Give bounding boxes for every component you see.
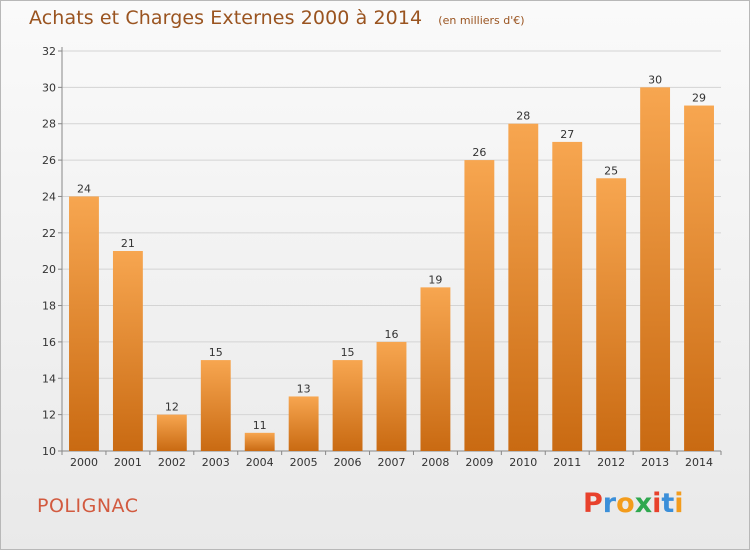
x-tick-label: 2012 — [597, 456, 625, 469]
value-label: 16 — [385, 328, 399, 341]
value-label: 21 — [121, 237, 135, 250]
labels: 10 12 14 16 18 20 22 24 26 28 30 32 24 2000 21 2001 12 20… — [42, 45, 713, 469]
bar — [244, 432, 275, 451]
x-tick-label: 2001 — [114, 456, 142, 469]
bar — [156, 414, 187, 451]
bar — [69, 196, 99, 451]
value-label: 25 — [604, 164, 618, 177]
brand-letter: o — [616, 488, 635, 519]
bar — [508, 123, 539, 452]
bar — [420, 287, 451, 451]
y-tick-label: 22 — [42, 227, 56, 240]
x-tick-label: 2014 — [685, 456, 713, 469]
y-tick-label: 32 — [42, 45, 56, 58]
y-tick-label: 24 — [42, 190, 56, 203]
value-label: 28 — [516, 110, 530, 123]
value-label: 27 — [560, 128, 574, 141]
bar — [684, 105, 714, 451]
x-tick-label: 2009 — [465, 456, 493, 469]
value-label: 15 — [341, 346, 355, 359]
brand-letter: i — [652, 488, 662, 519]
x-tick-label: 2011 — [553, 456, 581, 469]
x-tick-label: 2013 — [641, 456, 669, 469]
chart-title-text: Achats et Charges Externes 2000 à 2014 — [29, 7, 423, 29]
proxiti-logo: Proxiti — [583, 488, 684, 519]
brand-letter: P — [583, 488, 603, 519]
value-label: 19 — [428, 273, 442, 286]
x-tick-label: 2007 — [378, 456, 406, 469]
brand-letter: x — [634, 488, 653, 519]
bar — [552, 141, 583, 451]
commune-name: POLIGNAC — [37, 495, 139, 517]
value-label: 26 — [472, 146, 486, 159]
x-tick-label: 2010 — [509, 456, 537, 469]
value-label: 29 — [692, 92, 706, 105]
x-tick-label: 2008 — [421, 456, 449, 469]
x-tick-label: 2004 — [246, 456, 274, 469]
y-tick-label: 14 — [42, 372, 56, 385]
value-label: 13 — [297, 382, 311, 395]
value-label: 24 — [77, 182, 91, 195]
bar — [332, 360, 363, 451]
bar — [596, 178, 627, 452]
value-label: 15 — [209, 346, 223, 359]
y-tick-label: 10 — [42, 445, 56, 458]
value-label: 11 — [253, 419, 267, 432]
x-tick-label: 2002 — [158, 456, 186, 469]
chart-unit: (en milliers d'€) — [438, 14, 525, 27]
brand-letter: t — [661, 488, 675, 519]
bar — [640, 87, 671, 451]
y-tick-label: 28 — [42, 118, 56, 131]
y-tick-label: 26 — [42, 154, 56, 167]
bar — [288, 396, 319, 451]
chart-title: Achats et Charges Externes 2000 à 2014 (… — [29, 7, 525, 29]
x-tick-label: 2000 — [70, 456, 98, 469]
bar — [200, 360, 231, 451]
y-tick-label: 18 — [42, 300, 56, 313]
brand-letter: r — [602, 488, 617, 519]
x-tick-label: 2003 — [202, 456, 230, 469]
y-tick-label: 30 — [42, 81, 56, 94]
y-tick-label: 20 — [42, 263, 56, 276]
value-label: 30 — [648, 73, 662, 86]
x-tick-label: 2005 — [290, 456, 318, 469]
bar — [112, 251, 143, 451]
bar — [464, 160, 495, 451]
bar — [376, 341, 407, 451]
y-tick-label: 16 — [42, 336, 56, 349]
x-tick-label: 2006 — [334, 456, 362, 469]
brand-letter: i — [674, 488, 684, 519]
bars — [69, 87, 714, 452]
y-tick-label: 12 — [42, 409, 56, 422]
value-label: 12 — [165, 401, 179, 414]
